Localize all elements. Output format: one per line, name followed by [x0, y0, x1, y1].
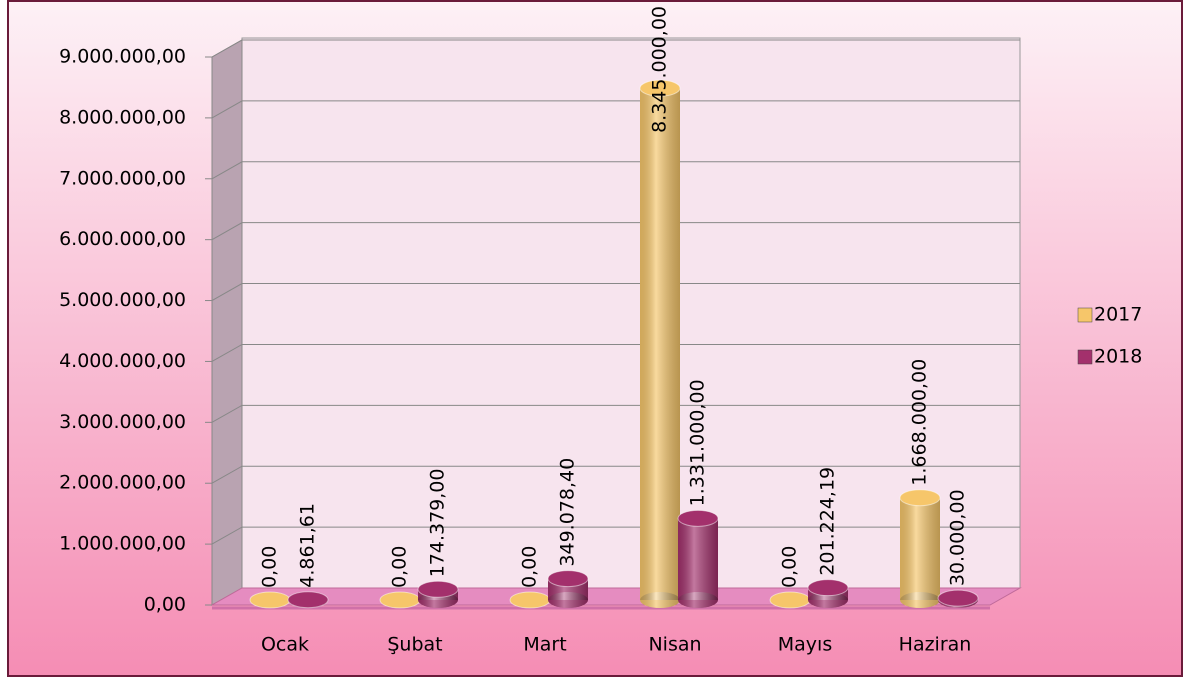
grid-line [211, 343, 1020, 362]
bar-top [807, 579, 849, 597]
value-label: 174.379,00 [427, 469, 449, 578]
bar-top [677, 509, 719, 527]
y-tick-label: 3.000.000,00 [59, 411, 186, 433]
y-tick-label: 5.000.000,00 [59, 289, 186, 311]
bar-top [287, 591, 329, 609]
y-tick-label: 6.000.000,00 [59, 228, 186, 250]
value-label: 1.331.000,00 [687, 379, 709, 506]
value-label: 0,00 [519, 546, 541, 588]
floor [210, 587, 1022, 606]
y-tick-label: 4.000.000,00 [59, 350, 186, 372]
bar [937, 589, 979, 608]
x-tick-label: Mayıs [778, 634, 832, 656]
legend-label: 2018 [1094, 346, 1142, 368]
grid-line [211, 283, 1020, 301]
value-label: 201.224,19 [817, 467, 839, 576]
bar-top [899, 489, 941, 507]
grid-line [211, 526, 1020, 545]
y-tick-label: 1.000.000,00 [59, 533, 186, 555]
bar-base-shade [640, 592, 680, 608]
bar-top [249, 591, 291, 609]
bar-top [379, 591, 421, 609]
bar [807, 579, 849, 608]
x-tick-label: Nisan [648, 634, 701, 656]
bar-base-shade [808, 592, 848, 608]
y-tick-label: 9.000.000,00 [59, 46, 186, 68]
x-tick-label: Mart [523, 634, 566, 656]
y-tick-label: 8.000.000,00 [59, 106, 186, 128]
bar [417, 580, 459, 608]
bar [509, 591, 551, 609]
x-tick-label: Ocak [261, 634, 309, 656]
bar-top [509, 591, 551, 609]
bar [677, 509, 719, 608]
bar-base-shade [548, 592, 588, 608]
bar [899, 489, 941, 608]
bar-top [547, 570, 589, 588]
value-label: 4.861,61 [297, 503, 319, 588]
value-label: 8.345.000,00 [649, 6, 671, 133]
value-label: 0,00 [389, 546, 411, 588]
value-label: 0,00 [259, 546, 281, 588]
value-label: 30.000,00 [947, 489, 969, 586]
y-tick-label: 0,00 [144, 594, 186, 616]
grid-line [211, 39, 1020, 58]
bar-top [769, 591, 811, 609]
value-label: 0,00 [779, 546, 801, 588]
bar-base-shade [678, 592, 718, 608]
y-tick-label: 7.000.000,00 [59, 167, 186, 189]
bar [379, 591, 421, 609]
bar-shade [678, 518, 718, 600]
legend-swatch [1077, 349, 1093, 365]
x-tick-label: Haziran [899, 634, 972, 656]
bar-shade [900, 497, 940, 600]
bar [769, 591, 811, 609]
side-wall [211, 39, 243, 606]
x-tick-label: Şubat [387, 634, 442, 656]
bar-top [639, 79, 681, 97]
grid-line [211, 404, 1020, 423]
value-label: 1.668.000,00 [909, 359, 931, 486]
bar [547, 570, 589, 608]
legend-swatch [1077, 307, 1093, 323]
bar-top [417, 580, 459, 598]
grid-line [211, 222, 1020, 241]
legend-label: 2017 [1094, 304, 1142, 326]
bar-shade [640, 88, 680, 600]
bar-top [937, 589, 979, 607]
bar [249, 591, 291, 609]
bar [287, 591, 329, 609]
grid-line [211, 100, 1020, 119]
value-label: 349.078,40 [557, 458, 579, 567]
bar [639, 79, 681, 608]
bar-base-shade [900, 592, 940, 608]
grid-line [211, 161, 1020, 180]
y-tick-label: 2.000.000,00 [59, 472, 186, 494]
grid-line [211, 465, 1020, 484]
